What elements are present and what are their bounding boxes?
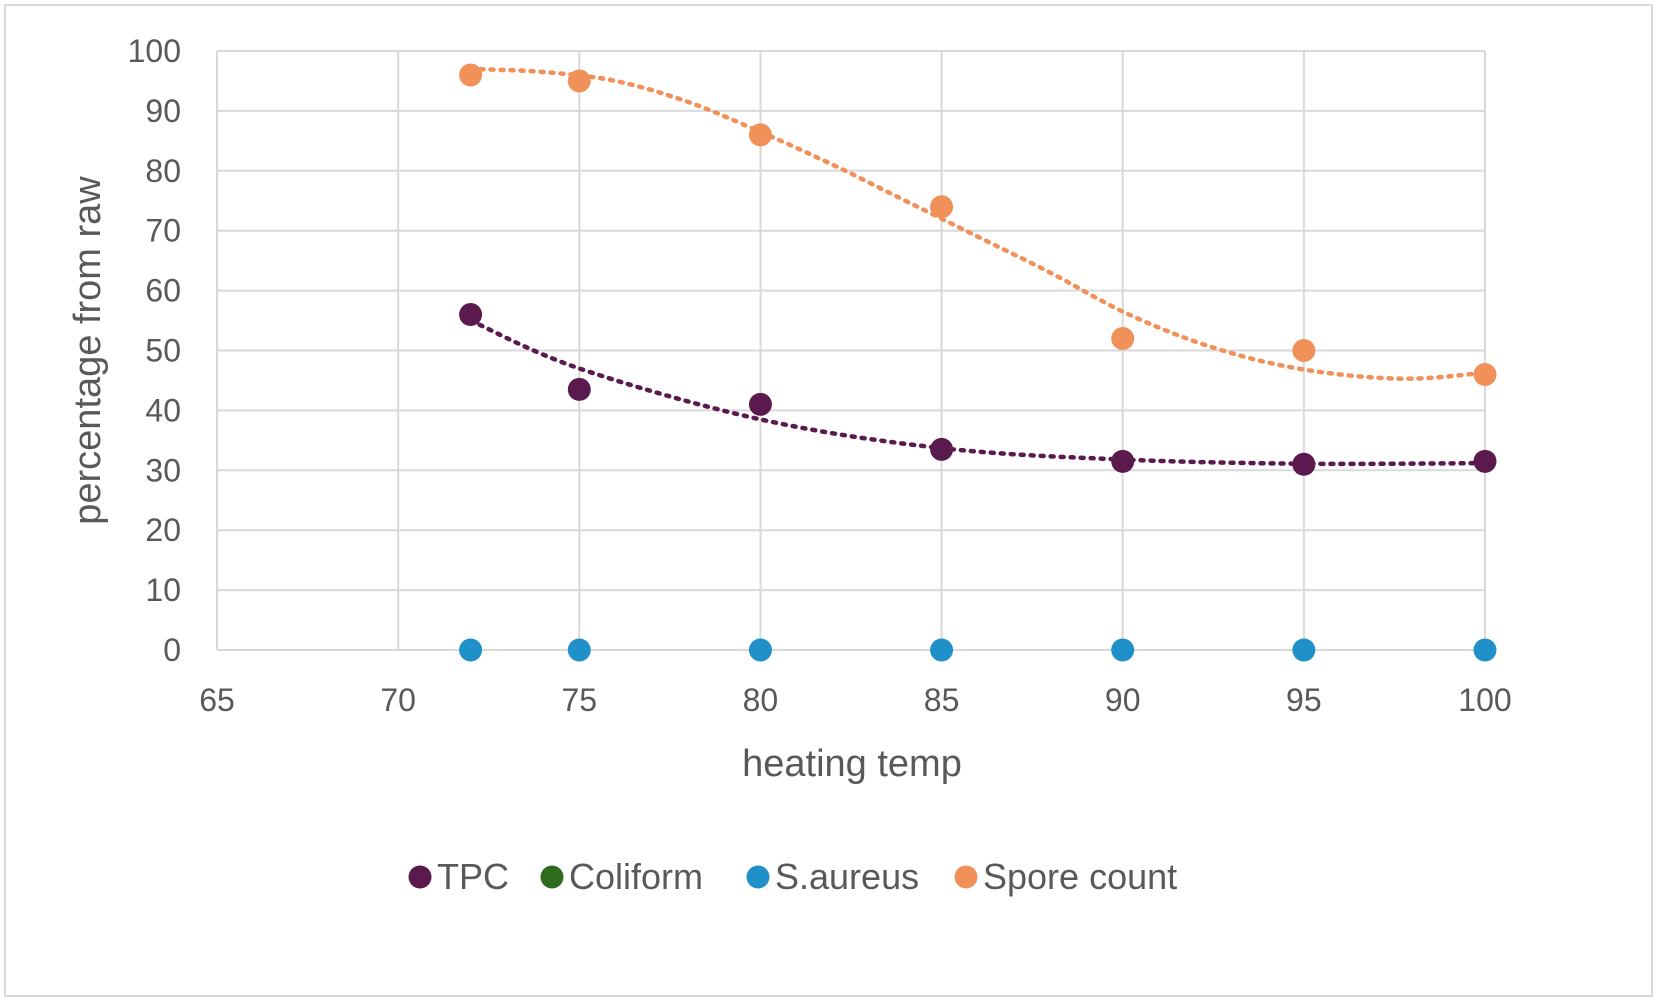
- s-aureus-point: [930, 638, 954, 662]
- spore-count-point: [459, 63, 483, 87]
- legend-label: Spore count: [983, 856, 1177, 897]
- legend-marker: [746, 865, 770, 889]
- x-tick-label: 100: [1458, 682, 1511, 718]
- x-axis-title: heating temp: [742, 743, 962, 785]
- legend-item-spore-count: Spore count: [954, 856, 1177, 897]
- spore-count-trendline: [468, 66, 1488, 381]
- tpc-point: [1473, 449, 1497, 473]
- legend-label: TPC: [437, 856, 509, 897]
- legend-marker: [954, 865, 978, 889]
- x-tick-label: 70: [380, 682, 416, 718]
- s-aureus-point: [459, 638, 483, 662]
- x-tick-labels: 65 70 75 80 85 90 95 100: [199, 682, 1511, 718]
- y-tick-label: 60: [145, 273, 181, 309]
- spore-count-point: [930, 195, 954, 219]
- legend-marker: [540, 865, 564, 889]
- s-aureus-point: [1111, 638, 1135, 662]
- x-tick-label: 85: [924, 682, 960, 718]
- tpc-point: [1111, 449, 1135, 473]
- data-points: [459, 63, 1497, 662]
- x-tick-label: 80: [743, 682, 779, 718]
- tpc-point: [748, 392, 772, 416]
- y-tick-label: 20: [145, 512, 181, 548]
- legend-label: S.aureus: [775, 856, 919, 897]
- y-tick-label: 0: [163, 632, 181, 668]
- tpc-point: [567, 377, 591, 401]
- tpc-point: [930, 437, 954, 461]
- tpc-point: [1292, 452, 1316, 476]
- y-tick-labels: 0 10 20 30 40 50 60 70 80 90 100: [128, 33, 181, 668]
- y-tick-label: 90: [145, 93, 181, 129]
- scatter-chart: 0 10 20 30 40 50 60 70 80 90 100 65 70 75 80 85 90 95 100…: [67, 33, 1512, 897]
- y-tick-label: 30: [145, 452, 181, 488]
- spore-count-point: [567, 69, 591, 93]
- y-axis-title: percentage from raw: [67, 176, 109, 525]
- chart-frame: 0 10 20 30 40 50 60 70 80 90 100 65 70 75 80 85 90 95 100…: [4, 4, 1653, 997]
- y-tick-label: 80: [145, 153, 181, 189]
- x-tick-label: 75: [561, 682, 597, 718]
- spore-count-point: [1473, 362, 1497, 386]
- legend-item-tpc: TPC: [408, 856, 509, 897]
- y-tick-label: 70: [145, 213, 181, 249]
- y-tick-label: 50: [145, 333, 181, 369]
- spore-count-point: [748, 123, 772, 147]
- trendlines: [468, 66, 1488, 467]
- legend: TPC Coliform S.aureus Spore count: [408, 856, 1177, 897]
- x-tick-label: 95: [1286, 682, 1322, 718]
- spore-count-point: [1111, 327, 1135, 351]
- s-aureus-point: [748, 638, 772, 662]
- legend-label: Coliform: [569, 856, 703, 897]
- legend-item-s-aureus: S.aureus: [746, 856, 919, 897]
- s-aureus-point: [1292, 638, 1316, 662]
- x-tick-label: 90: [1105, 682, 1141, 718]
- tpc-point: [459, 303, 483, 327]
- spore-count-point: [1292, 339, 1316, 362]
- s-aureus-point: [567, 638, 591, 662]
- y-tick-label: 40: [145, 392, 181, 428]
- x-tick-label: 65: [199, 682, 235, 718]
- legend-item-coliform: Coliform: [540, 856, 703, 897]
- tpc-trendline: [468, 318, 1488, 467]
- legend-marker: [408, 865, 432, 889]
- s-aureus-point: [1473, 638, 1497, 662]
- y-tick-label: 10: [145, 572, 181, 608]
- y-tick-label: 100: [128, 33, 181, 69]
